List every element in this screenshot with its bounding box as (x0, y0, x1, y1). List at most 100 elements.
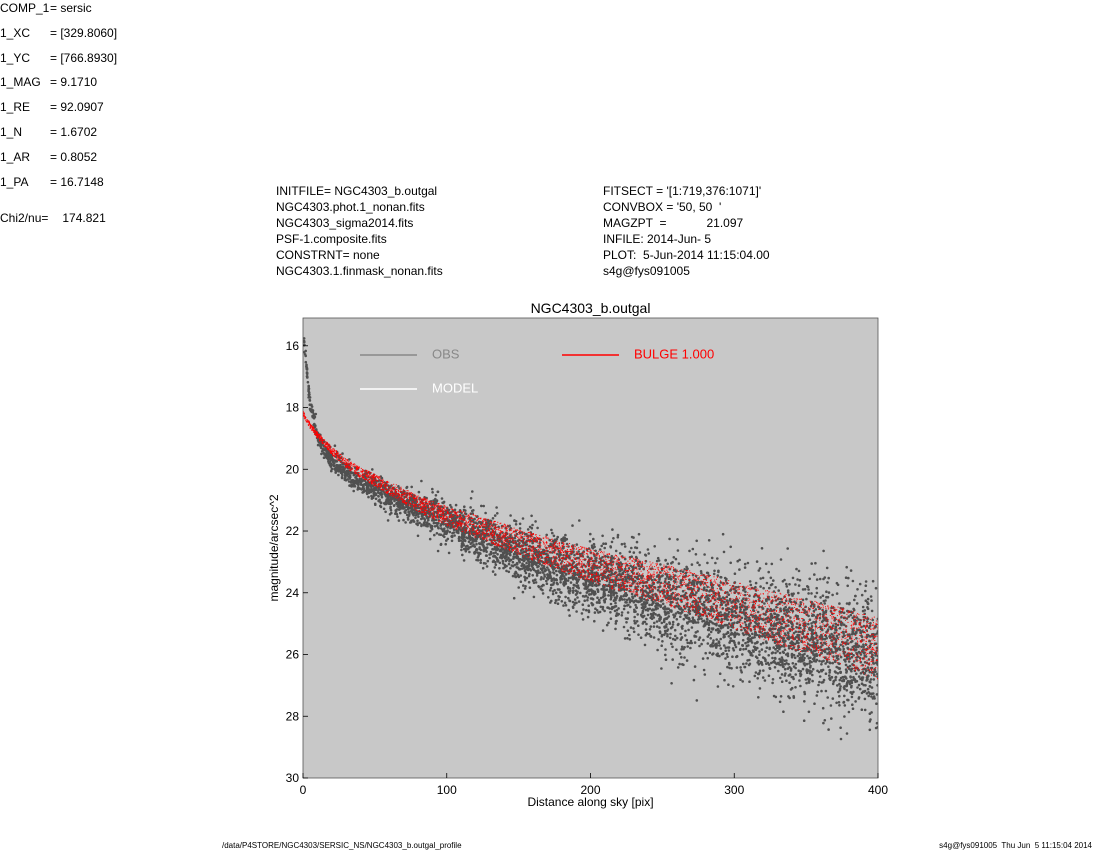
obs-point (806, 642, 810, 646)
obs-point (446, 537, 450, 541)
obs-point (870, 609, 874, 613)
obs-point (571, 600, 575, 604)
obs-point (626, 611, 630, 614)
obs-point (530, 514, 533, 518)
obs-point (806, 585, 810, 589)
obs-point (857, 696, 861, 699)
obs-point (486, 559, 490, 563)
obs-point (593, 583, 597, 587)
obs-point (340, 475, 344, 479)
obs-point (783, 674, 787, 677)
obs-point (335, 460, 339, 463)
obs-point (512, 596, 516, 600)
obs-point (697, 577, 700, 580)
obs-point (435, 500, 439, 503)
obs-point (751, 649, 755, 652)
obs-point (677, 611, 681, 615)
obs-point (495, 558, 499, 561)
obs-point (680, 645, 684, 649)
obs-point (842, 611, 846, 615)
obs-point (707, 597, 710, 600)
obs-point (439, 533, 443, 536)
obs-point (377, 494, 380, 498)
obs-point (712, 652, 715, 655)
obs-point (862, 624, 866, 628)
obs-point (789, 616, 792, 619)
obs-point (731, 605, 735, 609)
obs-point (656, 602, 660, 605)
obs-point (864, 580, 868, 583)
obs-point (320, 452, 323, 456)
obs-point (569, 589, 572, 592)
obs-point (407, 510, 411, 513)
obs-point (652, 625, 656, 628)
obs-point (820, 663, 823, 666)
obs-point (873, 697, 876, 700)
obs-point (772, 694, 776, 698)
obs-point (727, 625, 730, 629)
obs-point (652, 601, 655, 604)
obs-point (662, 620, 666, 624)
obs-point (761, 656, 765, 659)
obs-point (802, 618, 805, 622)
obs-point (308, 398, 312, 402)
obs-point (549, 576, 552, 579)
obs-point (823, 719, 827, 722)
obs-point (872, 678, 876, 681)
obs-point (874, 586, 878, 590)
obs-point (549, 571, 552, 574)
obs-point (776, 613, 779, 617)
obs-point (845, 671, 848, 674)
obs-point (723, 633, 726, 637)
obs-point (632, 627, 635, 630)
obs-point (698, 636, 702, 639)
obs-point (852, 690, 855, 694)
obs-point (622, 625, 626, 629)
obs-point (314, 412, 318, 416)
obs-point (686, 567, 689, 570)
obs-point (511, 560, 515, 564)
obs-point (552, 583, 555, 586)
obs-point (632, 551, 636, 554)
obs-point (744, 590, 747, 593)
obs-point (839, 726, 842, 729)
obs-point (717, 631, 720, 634)
obs-point (849, 668, 852, 672)
obs-point (664, 559, 667, 562)
obs-point (453, 534, 456, 537)
obs-point (564, 579, 567, 583)
obs-point (820, 660, 824, 663)
obs-point (670, 682, 673, 685)
obs-point (517, 557, 521, 561)
obs-point (491, 570, 495, 573)
obs-point (644, 605, 647, 608)
obs-point (574, 601, 577, 605)
obs-point (528, 560, 531, 564)
obs-point (572, 586, 575, 590)
obs-point (810, 592, 813, 595)
obs-point (554, 545, 558, 549)
obs-point (534, 520, 537, 523)
obs-point (725, 652, 729, 656)
obs-point (768, 586, 771, 590)
obs-point (655, 575, 659, 578)
obs-point (842, 647, 845, 651)
obs-point (744, 623, 748, 627)
obs-point (720, 653, 724, 656)
obs-point (374, 497, 378, 501)
obs-point (852, 675, 855, 679)
obs-point (623, 545, 627, 548)
obs-point (462, 547, 466, 551)
obs-point (724, 604, 728, 607)
obs-point (876, 726, 878, 729)
obs-point (560, 600, 564, 603)
obs-point (762, 586, 765, 590)
obs-point (774, 586, 777, 589)
obs-point (764, 562, 768, 566)
obs-point (623, 598, 626, 601)
obs-point (678, 662, 681, 666)
obs-point (767, 654, 770, 657)
obs-point (632, 536, 635, 539)
obs-point (744, 607, 748, 610)
obs-point (313, 425, 317, 429)
